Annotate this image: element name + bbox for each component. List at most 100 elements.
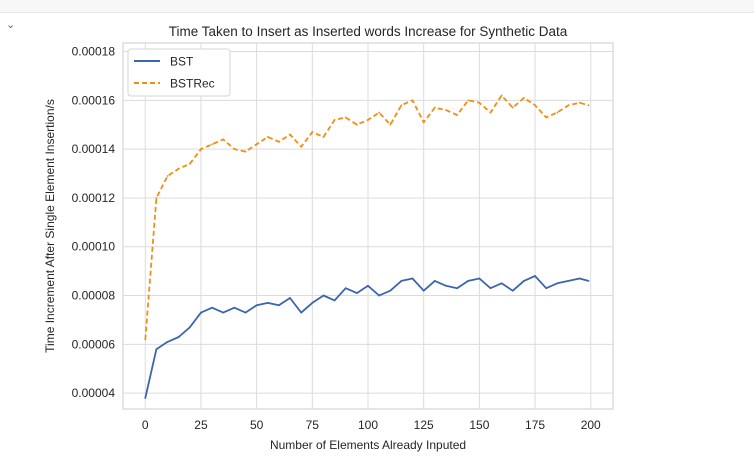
data-point-bst: [456, 287, 458, 290]
data-point-bstrec: [400, 104, 403, 107]
data-point-bstrec: [367, 118, 369, 121]
x-tick-label: 100: [358, 418, 378, 432]
data-point-bst: [155, 348, 158, 351]
data-point-bstrec: [289, 133, 291, 136]
data-point-bstrec: [233, 148, 236, 151]
data-point-bst: [389, 289, 392, 292]
data-point-bstrec: [188, 162, 191, 165]
chart-title: Time Taken to Insert as Inserted words I…: [169, 24, 568, 39]
data-point-bstrec: [411, 99, 414, 102]
data-point-bstrec: [456, 114, 458, 116]
data-point-bst: [255, 304, 258, 307]
data-point-bst: [300, 311, 303, 314]
data-point-bst: [467, 280, 470, 282]
y-axis-label: Time Increment After Single Element Inse…: [43, 99, 57, 353]
data-point-bst: [567, 280, 570, 282]
data-point-bst: [578, 277, 581, 280]
data-point-bst: [278, 304, 280, 307]
y-tick-label: 0.00018: [72, 45, 116, 59]
x-tick-label: 200: [581, 418, 601, 432]
legend-label-bstrec: BSTRec: [170, 77, 215, 91]
data-point-bstrec: [322, 136, 325, 138]
data-point-bst: [344, 287, 347, 290]
data-point-bst: [233, 306, 236, 309]
data-point-bst: [266, 301, 269, 304]
x-tick-label: 175: [525, 418, 545, 432]
data-point-bst: [500, 282, 503, 285]
data-point-bstrec: [155, 197, 158, 199]
data-point-bst: [523, 280, 525, 282]
x-axis-label: Number of Elements Already Inputed: [270, 438, 466, 452]
data-point-bstrec: [587, 104, 590, 107]
data-point-bst: [445, 284, 447, 287]
data-point-bst: [333, 299, 336, 302]
y-tick-label: 0.00004: [72, 386, 116, 400]
y-tick-label: 0.00008: [72, 289, 116, 303]
x-tick-label: 25: [194, 418, 208, 432]
legend: BST BSTRec: [127, 48, 231, 97]
data-point-bstrec: [255, 143, 258, 146]
data-point-bstrec: [556, 111, 559, 114]
data-point-bstrec: [278, 140, 280, 143]
series-layer: [144, 94, 590, 399]
legend-label-bst: BST: [170, 55, 194, 69]
data-point-bst: [367, 284, 369, 287]
y-tick-label: 0.00006: [72, 337, 116, 351]
data-point-bstrec: [478, 101, 481, 104]
data-point-bstrec: [144, 338, 147, 341]
data-point-bst: [200, 311, 202, 314]
y-tick-label: 0.00014: [72, 142, 116, 156]
x-tick-label: 50: [250, 418, 264, 432]
data-point-bst: [322, 294, 325, 297]
ticks: 0 25 50 75 100 125 150 175 200 0.00004 0.00006 0.00…: [72, 45, 601, 432]
data-point-bstrec: [578, 101, 581, 104]
data-point-bst: [489, 287, 492, 290]
data-point-bstrec: [567, 104, 570, 107]
x-tick-label: 75: [306, 418, 320, 432]
data-point-bst: [534, 275, 536, 277]
data-point-bstrec: [467, 99, 470, 102]
data-point-bstrec: [511, 106, 514, 109]
data-point-bstrec: [222, 138, 225, 141]
data-point-bstrec: [500, 94, 503, 97]
data-point-bstrec: [244, 150, 247, 153]
data-point-bstrec: [311, 131, 314, 133]
data-point-bst: [587, 280, 590, 282]
data-point-bst: [166, 341, 169, 343]
data-point-bst: [478, 277, 481, 280]
data-point-bstrec: [166, 175, 169, 177]
data-point-bstrec: [177, 167, 180, 170]
data-point-bst: [211, 306, 213, 309]
data-point-bst: [433, 280, 436, 282]
data-point-bstrec: [534, 104, 536, 107]
data-point-bst: [144, 397, 147, 399]
y-tick-label: 0.00010: [72, 240, 116, 254]
data-point-bstrec: [344, 116, 347, 119]
x-tick-label: 150: [469, 418, 489, 432]
data-point-bst: [400, 280, 403, 282]
data-point-bst: [188, 326, 191, 329]
data-point-bstrec: [445, 109, 447, 111]
y-tick-label: 0.00012: [72, 191, 116, 205]
data-point-bstrec: [300, 145, 303, 148]
data-point-bstrec: [545, 116, 548, 119]
data-point-bstrec: [355, 123, 358, 126]
data-point-bstrec: [266, 136, 269, 138]
data-point-bst: [355, 292, 358, 294]
data-point-bstrec: [389, 123, 392, 126]
data-point-bst: [378, 294, 381, 297]
data-point-bst: [545, 287, 548, 290]
data-point-bst: [422, 289, 425, 292]
data-point-bst: [289, 297, 291, 299]
data-point-bst: [411, 277, 414, 280]
data-point-bstrec: [433, 106, 436, 109]
chevron-down-icon[interactable]: ⌄: [6, 19, 16, 31]
data-point-bst: [222, 311, 225, 314]
data-point-bst: [556, 282, 559, 285]
data-point-bst: [311, 301, 314, 304]
data-point-bst: [511, 289, 514, 292]
data-point-bstrec: [200, 148, 202, 151]
data-point-bstrec: [211, 143, 213, 146]
data-point-bst: [244, 311, 247, 314]
